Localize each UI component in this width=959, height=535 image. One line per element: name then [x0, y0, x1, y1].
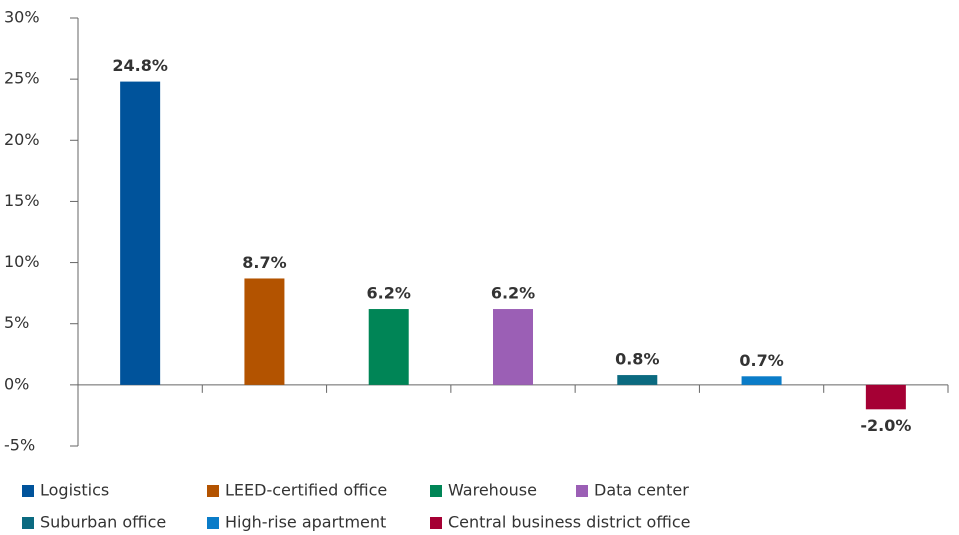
legend-swatch [207, 517, 219, 529]
y-tick-label: 25% [4, 69, 40, 88]
y-tick-label: 20% [4, 130, 40, 149]
y-tick-label: 30% [4, 8, 40, 27]
legend-label: Logistics [40, 481, 109, 500]
legend-label: Data center [594, 481, 689, 500]
legend-label: High-rise apartment [225, 513, 386, 532]
legend-swatch [430, 485, 442, 497]
bar [741, 376, 782, 385]
y-tick-label: 0% [4, 374, 29, 393]
bar [120, 81, 161, 385]
value-label: 8.7% [242, 253, 286, 272]
value-label: 6.2% [491, 284, 535, 303]
y-tick-label: 5% [4, 313, 29, 332]
value-label: 0.7% [739, 351, 783, 370]
legend-swatch [430, 517, 442, 529]
legend-swatch [22, 517, 34, 529]
legend-label: Central business district office [448, 513, 690, 532]
legend-label: LEED-certified office [225, 481, 387, 500]
value-label: -2.0% [860, 416, 911, 435]
y-tick-label: 15% [4, 191, 40, 210]
y-tick-label: 10% [4, 252, 40, 271]
value-label: 24.8% [112, 56, 168, 75]
bar [865, 384, 906, 410]
bar [617, 375, 658, 385]
legend-swatch [22, 485, 34, 497]
bar [244, 278, 285, 385]
bar [493, 309, 533, 385]
value-label: 0.8% [615, 350, 659, 369]
legend-label: Warehouse [448, 481, 537, 500]
legend-swatch [207, 485, 219, 497]
bar [368, 309, 409, 385]
legend-swatch [576, 485, 588, 497]
legend-label: Suburban office [40, 513, 166, 532]
value-label: 6.2% [367, 284, 411, 303]
y-tick-label: -5% [4, 436, 35, 455]
